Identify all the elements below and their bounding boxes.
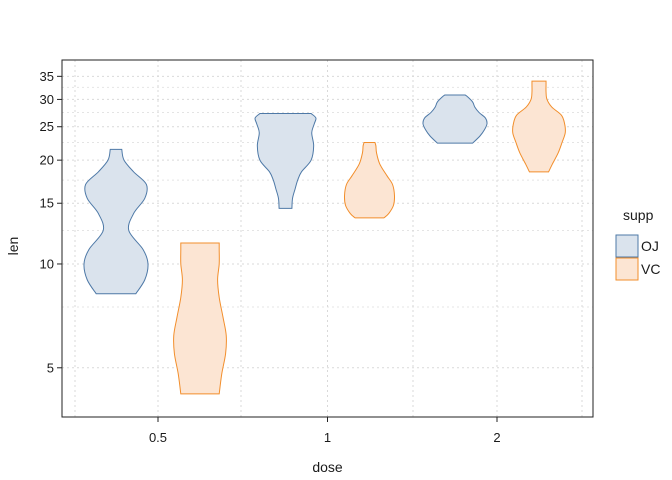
y-axis-title: len [5, 237, 21, 256]
x-axis-title: dose [312, 459, 343, 475]
legend-items: OJ VC [615, 234, 660, 281]
legend: supp OJ VC [615, 207, 660, 281]
plot-frame [61, 59, 594, 418]
legend-label-vc: VC [641, 261, 660, 277]
violin-oj-dose-0.5 [83, 148, 149, 295]
x-axis: 0.5 1 2 [149, 417, 501, 445]
y-tick-label: 5 [47, 360, 54, 375]
violin-oj-dose-1 [254, 113, 317, 209]
x-tick-label: 2 [493, 430, 500, 445]
grid-lines [62, 60, 593, 417]
y-tick-label: 30 [40, 92, 54, 107]
legend-title: supp [623, 207, 654, 223]
legend-key-vc [615, 257, 639, 281]
violins [83, 80, 566, 395]
legend-label-oj: OJ [641, 238, 659, 254]
y-axis: 5 10 15 20 25 30 35 [40, 69, 62, 375]
y-tick-label: 25 [40, 119, 54, 134]
y-tick-label: 20 [40, 153, 54, 168]
x-tick-label: 0.5 [149, 430, 167, 445]
violin-vc-dose-0.5 [173, 242, 227, 395]
legend-key-oj [615, 234, 639, 258]
violin-vc-dose-1 [343, 142, 396, 219]
y-tick-label: 35 [40, 69, 54, 84]
violin-oj-dose-2 [422, 94, 488, 144]
y-tick-label: 15 [40, 196, 54, 211]
y-tick-label: 10 [40, 256, 54, 271]
violin-vc-dose-2 [512, 80, 566, 173]
x-tick-label: 1 [324, 430, 331, 445]
